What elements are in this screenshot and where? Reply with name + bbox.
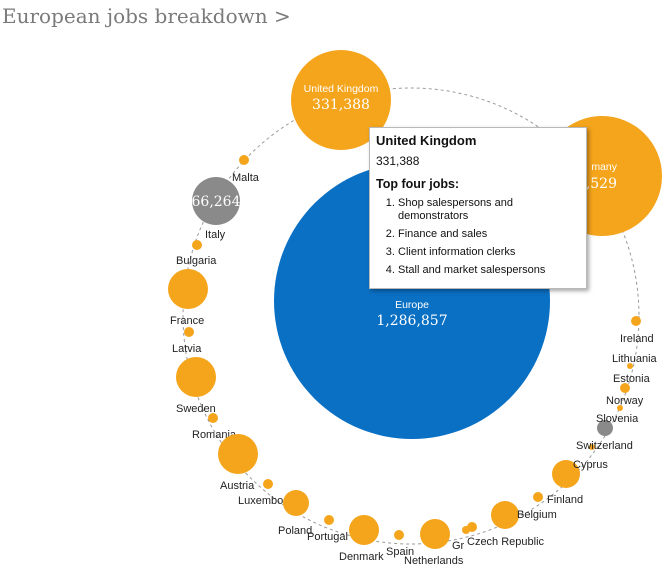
- tooltip-heading: Top four jobs:: [376, 177, 460, 191]
- chart-title[interactable]: European jobs breakdown >: [2, 4, 291, 28]
- bubble-label-slovenia: Slovenia: [596, 413, 639, 425]
- bubble-denmark[interactable]: [349, 515, 379, 545]
- bubble-norway[interactable]: [617, 405, 623, 411]
- bubble-label-finland: Finland: [547, 494, 583, 506]
- tooltip-job-item: Stall and market salespersons: [398, 264, 580, 277]
- bubble-latvia[interactable]: [184, 327, 194, 337]
- bubble-value-italy: 66,264: [192, 194, 241, 210]
- bubble-label-denmark: Denmark: [339, 551, 384, 563]
- bubble-france[interactable]: [168, 269, 208, 309]
- bubble-label-poland: Poland: [278, 525, 312, 537]
- bubble-belgium[interactable]: [491, 501, 519, 529]
- bubble-ireland[interactable]: [631, 316, 641, 326]
- tooltip-job-item: Finance and sales: [398, 228, 580, 241]
- bubble-austria[interactable]: [218, 434, 258, 474]
- bubble-label-portugal: Portugal: [307, 531, 348, 543]
- bubble-czech-republic[interactable]: [467, 522, 477, 532]
- tooltip-job-item: Shop salespersons and demonstrators: [398, 197, 580, 223]
- bubble-label-germany: many: [591, 161, 617, 173]
- bubble-label-malta: Malta: [232, 172, 260, 184]
- bubble-label-belgium: Belgium: [517, 509, 557, 521]
- bubble-label-united-kingdom: United Kingdom: [304, 83, 379, 95]
- bubble-label-estonia: Estonia: [613, 373, 651, 385]
- bubble-label-romania: Romania: [192, 429, 237, 441]
- bubble-estonia[interactable]: [620, 383, 630, 393]
- bubble-united-kingdom[interactable]: [291, 50, 391, 150]
- tooltip-job-list: Shop salespersons and demonstrators Fina…: [376, 197, 580, 277]
- bubble-label-bulgaria: Bulgaria: [176, 255, 217, 267]
- bubble-malta[interactable]: [239, 155, 249, 165]
- tooltip-job-item: Client information clerks: [398, 246, 580, 259]
- bubble-label-greece: Gr: [452, 540, 465, 552]
- bubble-switzerland[interactable]: [589, 444, 595, 450]
- bubble-bulgaria[interactable]: [192, 240, 202, 250]
- bubble-label-netherlands: Netherlands: [404, 555, 464, 567]
- bubble-value-germany: ,529: [586, 176, 617, 192]
- bubble-portugal[interactable]: [324, 515, 334, 525]
- bubble-slovenia[interactable]: [597, 420, 613, 436]
- bubble-label-lithuania: Lithuania: [612, 353, 658, 365]
- bubble-label-norway: Norway: [606, 395, 644, 407]
- bubble-poland[interactable]: [283, 490, 309, 516]
- bubble-netherlands[interactable]: [420, 519, 450, 549]
- bubble-label-latvia: Latvia: [172, 343, 202, 355]
- bubble-finland[interactable]: [533, 492, 543, 502]
- bubble-sweden[interactable]: [176, 357, 216, 397]
- tooltip: United Kingdom 331,388 Top four jobs: Sh…: [369, 127, 587, 289]
- bubble-label-sweden: Sweden: [176, 403, 216, 415]
- bubble-luxembourg[interactable]: [263, 479, 273, 489]
- bubble-label-spain: Spain: [386, 546, 414, 558]
- bubble-lithuania[interactable]: [627, 363, 633, 369]
- europe-value: 1,286,857: [376, 313, 447, 329]
- bubble-label-italy: Italy: [205, 229, 226, 241]
- bubble-cyprus[interactable]: [552, 460, 580, 488]
- bubble-label-czech-republic: Czech Republic: [467, 536, 545, 548]
- bubble-spain[interactable]: [394, 530, 404, 540]
- bubble-label-france: France: [170, 315, 204, 327]
- bubble-label-austria: Austria: [220, 480, 255, 492]
- bubble-italy[interactable]: [192, 177, 240, 225]
- tooltip-title: United Kingdom: [376, 133, 477, 148]
- bubble-label-cyprus: Cyprus: [573, 459, 608, 471]
- orbit-ring: [182, 87, 640, 545]
- tooltip-value: 331,388: [376, 154, 420, 168]
- europe-label: Europe: [395, 299, 429, 311]
- bubble-label-switzerland: Switzerland: [576, 440, 633, 452]
- bubble-romania[interactable]: [208, 413, 218, 423]
- bubble-value-united-kingdom: 331,388: [312, 97, 370, 113]
- bubble-label-ireland: Ireland: [620, 333, 654, 345]
